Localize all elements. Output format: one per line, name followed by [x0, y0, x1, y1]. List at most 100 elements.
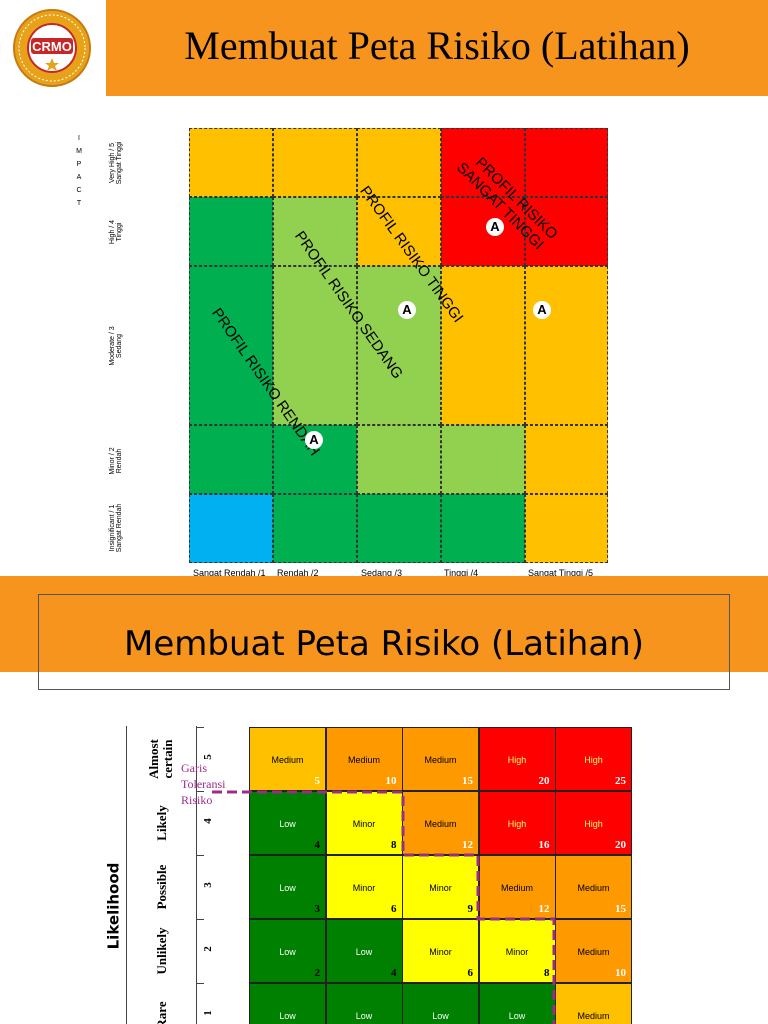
risk-score: 3: [314, 903, 321, 915]
risk-matrix-cell: Low: [402, 983, 479, 1024]
risk-map-cell: [441, 128, 525, 197]
impact-axis-label: IMPACT: [76, 135, 82, 207]
risk-matrix-cell: Medium: [555, 983, 632, 1024]
risk-level-label: Medium: [577, 947, 610, 957]
risk-matrix-cell: Low 2: [249, 919, 326, 983]
risk-matrix-cell: High 16: [478, 791, 556, 855]
risk-level-label: High: [507, 819, 527, 829]
risk-level-label: Low: [279, 947, 296, 957]
impact-level-label: Insignificant / 1 Sangat Rendah: [109, 503, 123, 553]
risk-matrix-cell: Low 4: [249, 791, 326, 855]
likelihood-level-label: Sedang /3: [361, 568, 403, 578]
risk-level-label: Medium: [271, 755, 304, 765]
risk-map-cell: [357, 425, 441, 494]
risk-map-cell: [441, 494, 525, 563]
likelihood-level-label: Tinggi /4: [444, 568, 479, 578]
risk-map-cell: [273, 197, 357, 266]
risk-map-cell: [525, 128, 608, 197]
risk-level-label: Low: [508, 1011, 526, 1021]
risk-level-label: High: [584, 819, 603, 829]
risk-level-label: High: [507, 755, 527, 765]
risk-map-cell: [357, 266, 441, 425]
risk-map-cell: [273, 494, 357, 563]
risk-map-cell: [525, 266, 608, 425]
risk-level-label: Medium: [577, 883, 610, 893]
risk-map-cell: [273, 128, 357, 197]
risk-map-cell: [273, 266, 357, 425]
risk-score: 4: [314, 839, 321, 851]
impact-level-label: Moderate / 3 Sedang: [109, 326, 123, 366]
slide-2-title-box: [38, 594, 730, 690]
likelihood-level-label: Sangat Rendah /1: [193, 568, 266, 578]
risk-score: 6: [467, 967, 474, 979]
risk-level-label: Medium: [424, 755, 457, 765]
slide-1: Membuat Peta Risiko (Latihan) CRMO IMPAC…: [13, 0, 768, 578]
risk-map-cell: [357, 494, 441, 563]
risk-score: 8: [391, 839, 397, 851]
slide-1-title: Membuat Peta Risiko (Latihan): [184, 23, 690, 68]
axis-tick: [196, 855, 204, 856]
slide-2-title: Membuat Peta Risiko (Latihan): [124, 624, 644, 664]
risk-level-label: Minor: [429, 883, 452, 893]
risk-matrix-cell: Minor 8: [325, 791, 403, 855]
risk-matrix-cell: Medium 12: [402, 791, 479, 855]
likelihood-row-label: Rare: [154, 1001, 169, 1024]
risk-level-label: Low: [355, 1011, 373, 1021]
risk-marker: A: [305, 431, 323, 449]
axis-tick: [196, 727, 204, 728]
risk-level-label: Low: [279, 819, 296, 829]
risk-level-label: Low: [432, 1011, 449, 1021]
risk-map-cell: [273, 425, 357, 494]
risk-map-cell: [357, 128, 441, 197]
risk-matrix-cell: Minor 9: [402, 855, 479, 919]
risk-map-cell: [357, 197, 441, 266]
risk-map-cell: [525, 494, 608, 563]
risk-marker: A: [533, 301, 551, 319]
risk-matrix-cell: Minor 8: [478, 919, 556, 983]
slide-2: Membuat Peta Risiko (Latihan) Likelihood…: [0, 576, 768, 1024]
risk-score: 12: [462, 839, 473, 851]
axis-line-outer: [126, 726, 127, 1024]
risk-map-cell: [189, 128, 273, 197]
risk-map-cell: [441, 197, 525, 266]
risk-marker: A: [486, 218, 504, 236]
risk-map-grid: [189, 128, 608, 563]
risk-map-cell: [525, 425, 608, 494]
risk-score: 25: [615, 775, 626, 787]
risk-level-label: Minor: [352, 883, 376, 893]
likelihood-level-label: Sangat Tinggi /5: [528, 568, 594, 578]
risk-matrix-cell: High 20: [478, 727, 556, 791]
risk-score: 10: [615, 967, 626, 979]
risk-level-label: Minor: [505, 947, 529, 957]
tolerance-line-label: Garis Toleransi Risiko: [181, 761, 226, 807]
likelihood-row-number: 3: [201, 882, 214, 888]
risk-score: 8: [544, 967, 550, 979]
risk-matrix-cell: High 25: [555, 727, 632, 791]
risk-map-cell: [441, 266, 525, 425]
risk-score: 15: [462, 775, 473, 787]
risk-map-cell: [189, 197, 273, 266]
risk-matrix-cell: Medium 12: [478, 855, 556, 919]
risk-level-label: Low: [279, 883, 296, 893]
risk-level-label: Medium: [577, 1011, 610, 1021]
risk-level-label: Medium: [500, 883, 533, 893]
slide-1-title-bar: [106, 0, 768, 96]
risk-matrix-cell: Minor 6: [325, 855, 403, 919]
likelihood-level-label: Rendah /2: [277, 568, 319, 578]
risk-level-label: Medium: [347, 755, 380, 765]
likelihood-row-label: Likely: [154, 805, 169, 841]
risk-marker: A: [398, 301, 416, 319]
risk-matrix-cell: Low: [478, 983, 556, 1024]
axis-tick: [196, 919, 204, 920]
risk-level-label: Minor: [429, 947, 452, 957]
risk-level-label: High: [584, 755, 603, 765]
risk-level-label: Low: [355, 947, 373, 957]
risk-score: 2: [314, 967, 321, 979]
slide-2-title-bar: [0, 576, 768, 672]
risk-level-label: Medium: [424, 819, 457, 829]
likelihood-row-label: Unlikely: [154, 927, 169, 975]
risk-matrix-cell: Medium 5: [249, 727, 326, 791]
risk-level-label: Low: [279, 1011, 296, 1021]
risk-matrix-cell: Medium 15: [555, 855, 632, 919]
risk-matrix-cell: Low: [249, 983, 326, 1024]
